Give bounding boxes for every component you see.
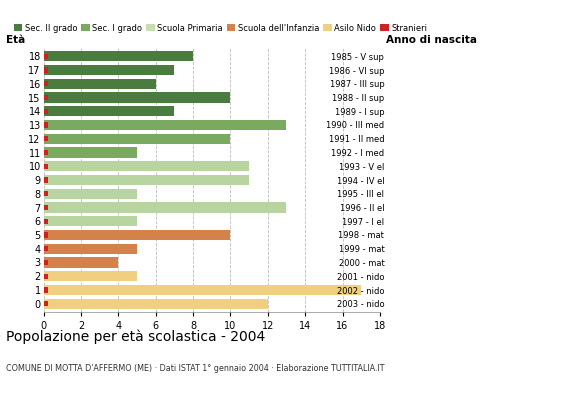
Bar [44,175,249,185]
Bar [44,271,137,282]
Bar [44,244,137,254]
Bar [44,232,48,238]
Bar [44,65,175,75]
Bar [44,106,175,116]
Bar [44,288,48,292]
Bar [44,230,230,240]
Bar [44,68,48,72]
Bar [44,92,230,103]
Bar [44,120,287,130]
Legend: Sec. II grado, Sec. I grado, Scuola Primaria, Scuola dell'Infanzia, Asilo Nido, : Sec. II grado, Sec. I grado, Scuola Prim… [10,20,430,36]
Bar [44,274,48,279]
Text: COMUNE DI MOTTA D'AFFERMO (ME) · Dati ISTAT 1° gennaio 2004 · Elaborazione TUTTI: COMUNE DI MOTTA D'AFFERMO (ME) · Dati IS… [6,364,385,373]
Bar [44,216,137,226]
Bar [44,109,48,114]
Text: Anno di nascita: Anno di nascita [386,35,477,45]
Bar [44,136,48,141]
Bar [44,122,48,128]
Bar [44,188,137,199]
Bar [44,285,361,295]
Text: Età: Età [6,35,26,45]
Bar [44,51,193,62]
Bar [44,54,48,59]
Bar [44,95,48,100]
Bar [44,246,48,251]
Bar [44,164,48,169]
Bar [44,219,48,224]
Bar [44,161,249,172]
Bar [44,78,155,89]
Bar [44,147,137,158]
Bar [44,260,48,265]
Text: Popolazione per età scolastica - 2004: Popolazione per età scolastica - 2004 [6,330,265,344]
Bar [44,134,230,144]
Bar [44,81,48,86]
Bar [44,202,287,213]
Bar [44,257,118,268]
Bar [44,150,48,155]
Bar [44,178,48,182]
Bar [44,205,48,210]
Bar [44,298,268,309]
Bar [44,301,48,306]
Bar [44,191,48,196]
